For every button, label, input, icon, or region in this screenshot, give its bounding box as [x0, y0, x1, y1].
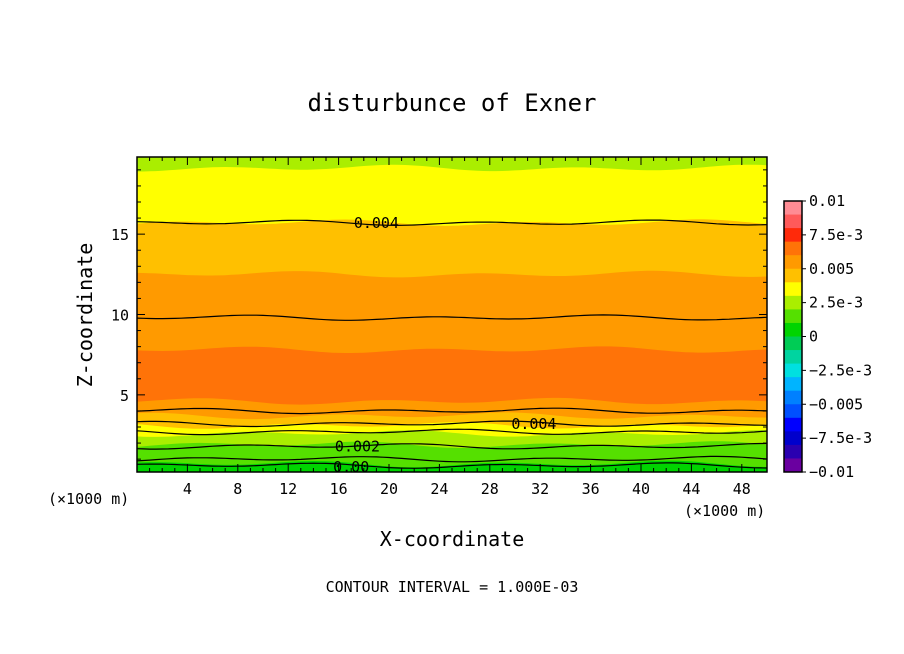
x-tick-label: 16 — [330, 480, 348, 498]
y-axis-ticks: 5 10 15 — [111, 169, 767, 460]
contour-label: 0.004 — [511, 415, 556, 433]
x-tick-label: 12 — [279, 480, 297, 498]
x-tick-label: 8 — [233, 480, 242, 498]
colorbar-bin — [784, 309, 802, 324]
contour-line — [136, 420, 768, 428]
colorbar-bin — [784, 377, 802, 392]
chart-title: disturbunce of Exner — [308, 89, 597, 117]
colorbar-bin — [784, 214, 802, 229]
colorbar-bin — [784, 322, 802, 337]
x-axis-label: X-coordinate — [380, 527, 525, 551]
x-tick-label: 32 — [531, 480, 549, 498]
x-tick-label: 44 — [682, 480, 700, 498]
colorbar-bin — [784, 336, 802, 351]
contour-lines — [136, 219, 768, 469]
colorbar-bin — [784, 201, 802, 216]
colorbar-bin — [784, 363, 802, 378]
colorbar-tick-label: 0.005 — [809, 260, 854, 278]
colorbar-bin — [784, 350, 802, 365]
colorbar-bin — [784, 295, 802, 310]
colorbar-bin — [784, 458, 802, 473]
colorbar-tick-label: 2.5e-3 — [809, 294, 863, 312]
colorbar-bin — [784, 417, 802, 432]
colorbar-bin — [784, 228, 802, 243]
colorbar-labels: 0.01 7.5e-3 0.005 2.5e-3 0 −2.5e-3 −0.005 −7.5e… — [802, 192, 872, 481]
contour-interval-note: CONTOUR INTERVAL = 1.000E-03 — [326, 578, 579, 596]
colorbar-bin — [784, 404, 802, 419]
y-tick-label: 15 — [111, 226, 129, 244]
y-axis-label: Z-coordinate — [73, 243, 97, 388]
contour-line — [136, 428, 768, 436]
x-axis-ticks: 4 8 12 16 20 24 28 32 36 40 44 48 — [149, 157, 755, 498]
colorbar-bin — [784, 444, 802, 459]
contour-line — [136, 314, 768, 321]
colorbar-bin — [784, 431, 802, 446]
x-tick-label: 36 — [582, 480, 600, 498]
colorbar-bin — [784, 282, 802, 297]
contour-line — [136, 462, 768, 469]
colorbar-tick-label: 7.5e-3 — [809, 226, 863, 244]
y-tick-label: 5 — [120, 387, 129, 405]
contour-line — [136, 455, 768, 463]
contour-line — [136, 219, 768, 227]
colorbar-bin — [784, 255, 802, 270]
contour-line — [136, 407, 768, 415]
y-tick-label: 10 — [111, 307, 129, 325]
colorbar-tick-label: −0.01 — [809, 463, 854, 481]
colorbar-tick-label: −0.005 — [809, 395, 863, 413]
x-unit-label: (×1000 m) — [684, 502, 765, 520]
x-tick-label: 4 — [183, 480, 192, 498]
y-unit-label: (×1000 m) — [48, 490, 129, 508]
x-tick-label: 40 — [632, 480, 650, 498]
contour-line — [136, 442, 767, 450]
colorbar — [783, 200, 803, 473]
colorbar-bin — [784, 241, 802, 256]
colorbar-bin — [784, 268, 802, 283]
x-tick-label: 48 — [733, 480, 751, 498]
colorbar-bin — [784, 390, 802, 405]
x-tick-label: 28 — [481, 480, 499, 498]
contour-label: 0.002 — [335, 437, 380, 455]
colorbar-tick-label: 0 — [809, 328, 818, 346]
filled-contour-bands — [137, 157, 767, 472]
contour-label: 0.004 — [354, 214, 399, 232]
colorbar-tick-label: −7.5e-3 — [809, 429, 872, 447]
colorbar-tick-label: −2.5e-3 — [809, 361, 872, 379]
x-tick-label: 20 — [380, 480, 398, 498]
colorbar-tick-label: 0.01 — [809, 192, 845, 210]
x-tick-label: 24 — [430, 480, 448, 498]
